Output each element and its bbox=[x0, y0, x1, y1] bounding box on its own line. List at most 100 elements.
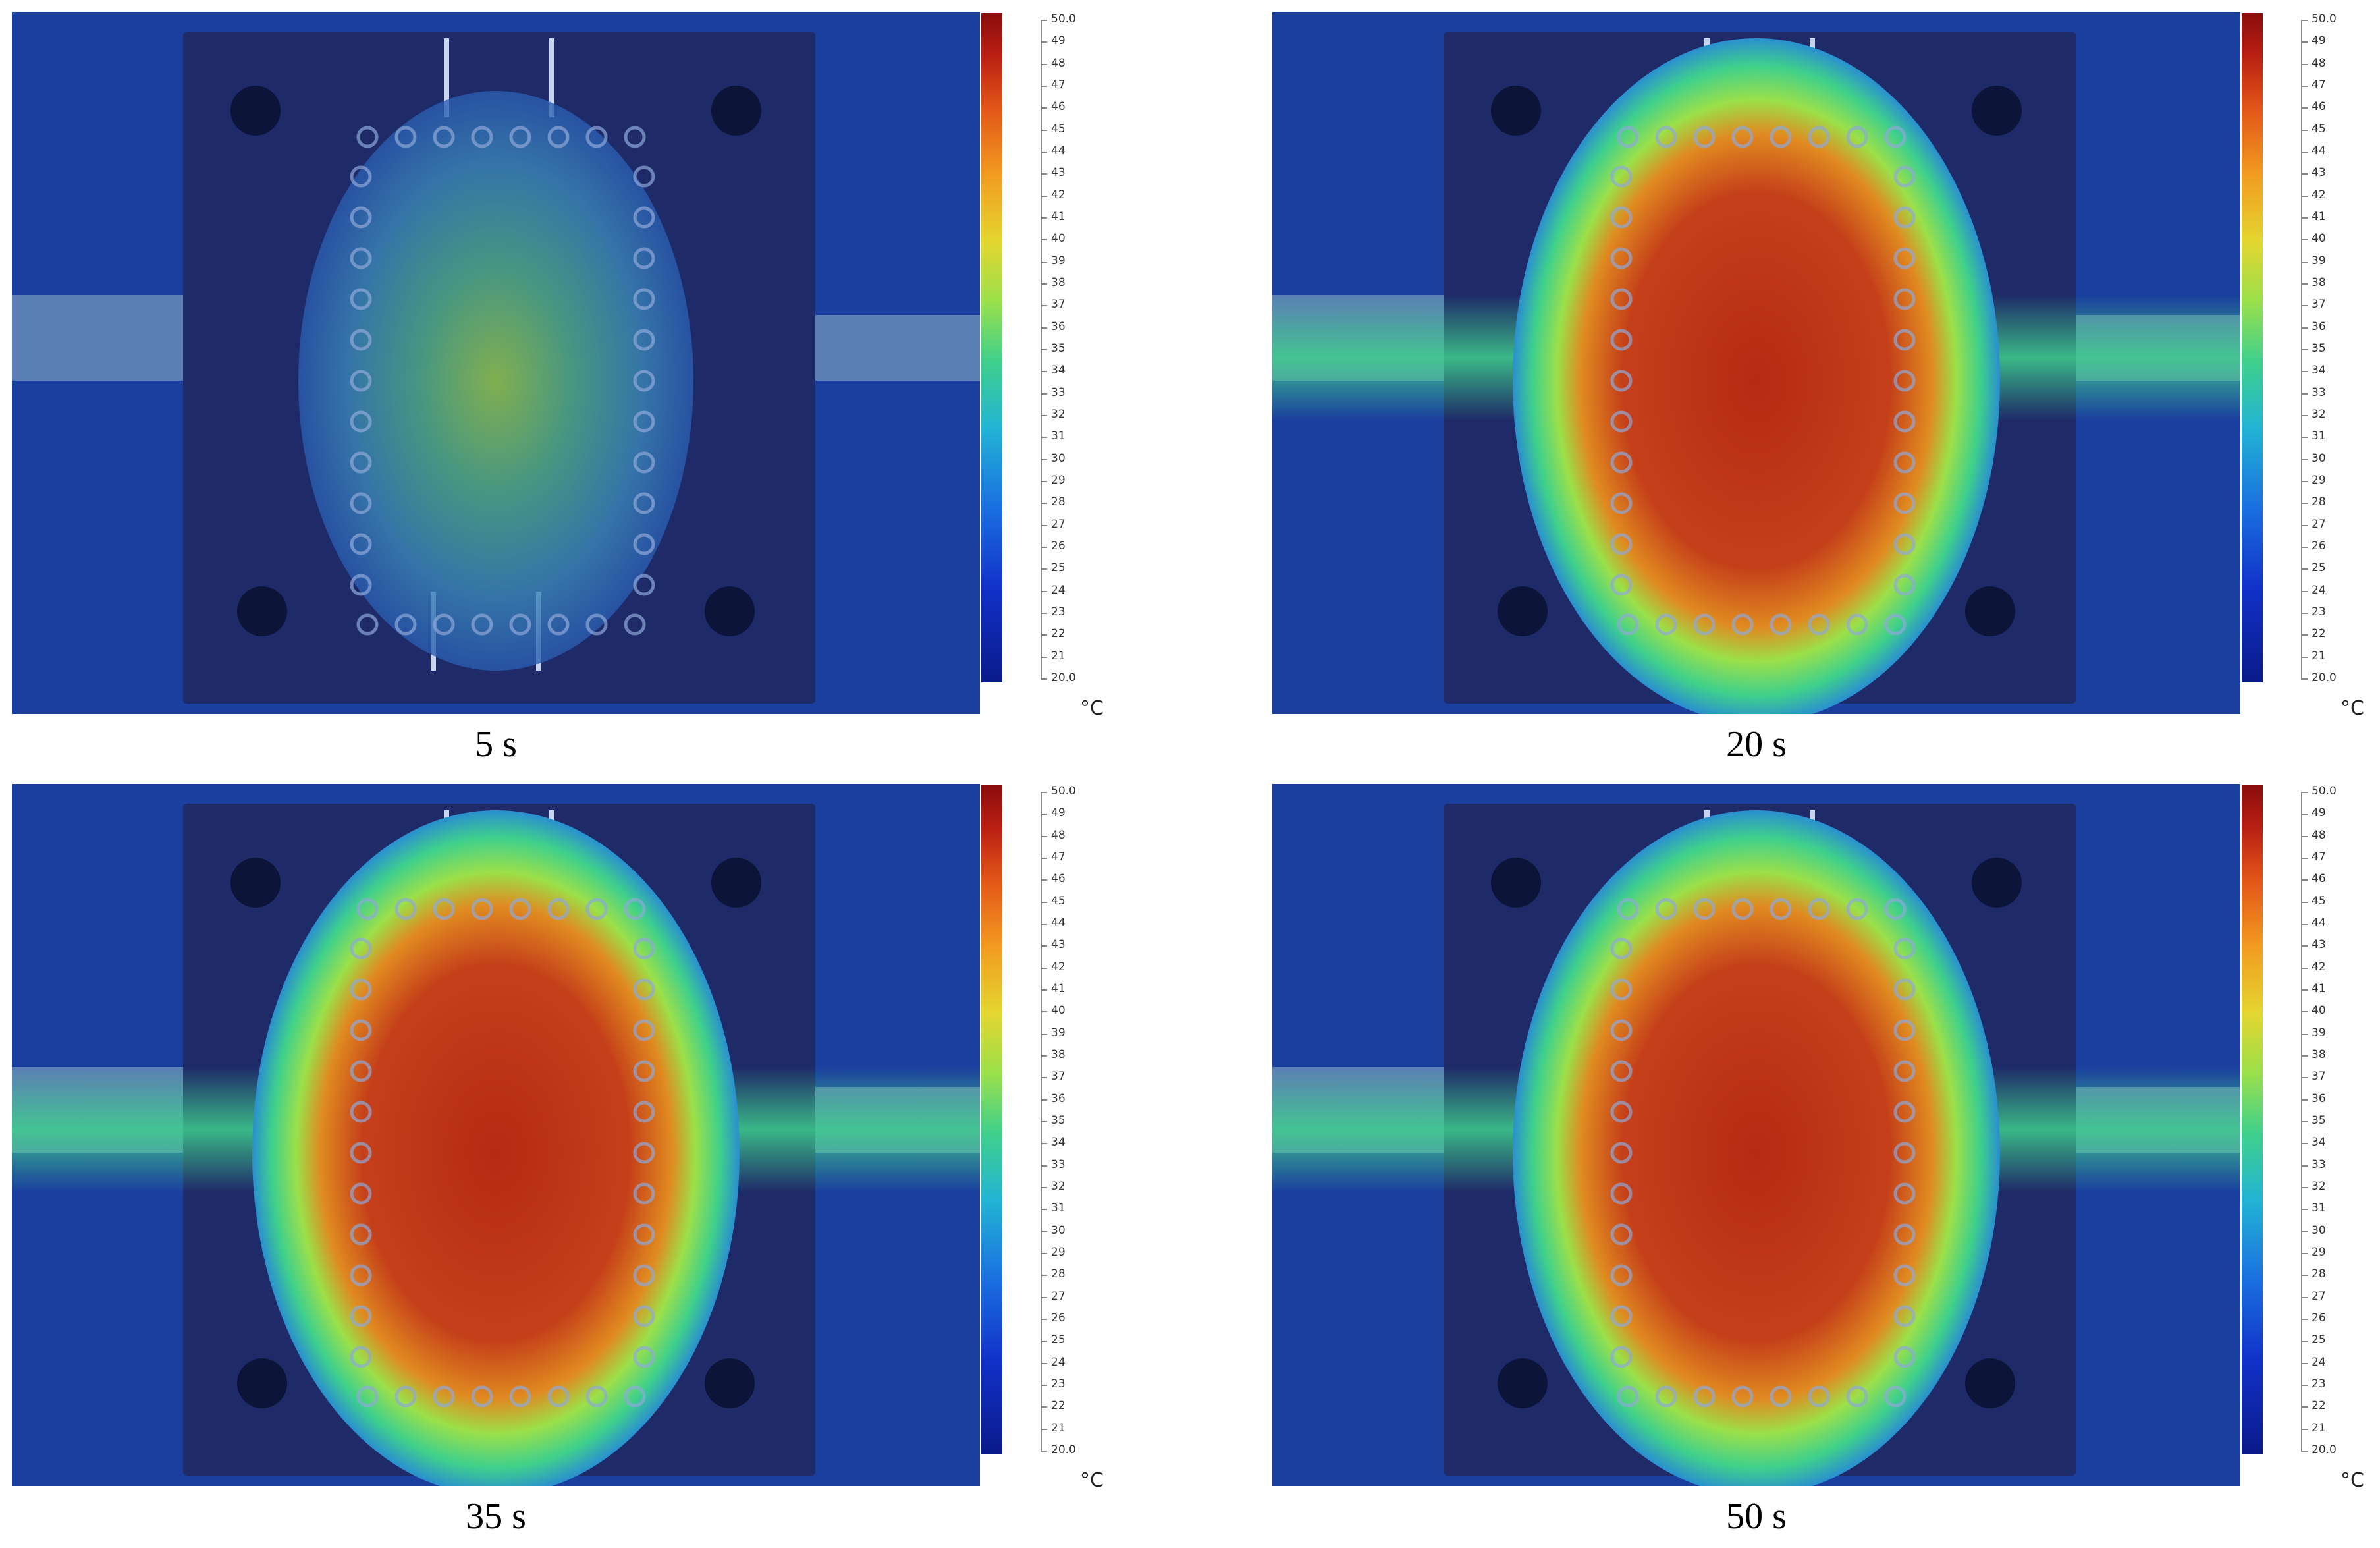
bolt bbox=[1893, 1019, 1916, 1041]
colorbar-tick bbox=[2301, 86, 2308, 87]
bolt bbox=[350, 370, 372, 392]
colorbar-tick-label: 32 bbox=[2312, 408, 2326, 421]
colorbar-tick bbox=[2301, 261, 2308, 263]
colorbar-tick bbox=[1041, 129, 1047, 131]
colorbar-tick bbox=[1041, 901, 1047, 903]
colorbar-tick bbox=[2301, 393, 2308, 395]
colorbar-tick-label: 22 bbox=[1051, 1399, 1066, 1413]
colorbar-tick-label: 31 bbox=[1051, 429, 1066, 443]
colorbar-tick bbox=[1041, 1209, 1047, 1211]
bolt bbox=[585, 1385, 608, 1408]
colorbar-tick-label: 28 bbox=[2312, 495, 2326, 509]
bolt bbox=[547, 898, 570, 920]
bolt bbox=[633, 1305, 655, 1327]
heated-zone bbox=[298, 91, 693, 671]
bolt bbox=[1610, 492, 1633, 514]
colorbar-tick-label: 48 bbox=[1051, 828, 1066, 842]
bolt bbox=[1893, 1223, 1916, 1246]
bolt bbox=[633, 206, 655, 229]
bolt bbox=[1731, 613, 1754, 636]
colorbar-tick-label: 40 bbox=[2312, 1004, 2326, 1018]
colorbar-tick-label: 34 bbox=[2312, 364, 2326, 377]
colorbar-tick bbox=[1041, 1406, 1047, 1408]
bolt bbox=[509, 1385, 531, 1408]
colorbar-tick-label: 43 bbox=[2312, 166, 2326, 180]
colorbar-tick bbox=[2301, 41, 2308, 43]
bolt bbox=[624, 126, 646, 148]
colorbar-tick bbox=[1041, 458, 1047, 460]
colorbar-tick-label: 33 bbox=[1051, 1157, 1066, 1171]
bolt bbox=[633, 937, 655, 960]
colorbar-tick bbox=[1041, 1055, 1047, 1057]
bolt bbox=[1893, 288, 1916, 310]
bolt bbox=[1893, 451, 1916, 474]
bolt bbox=[350, 288, 372, 310]
thermal-image bbox=[12, 12, 980, 714]
bolt bbox=[633, 1182, 655, 1205]
bolt bbox=[350, 1060, 372, 1082]
colorbar-tick-label: 20.0 bbox=[1051, 1443, 1076, 1456]
bolt bbox=[1884, 613, 1907, 636]
bolt bbox=[624, 1385, 646, 1408]
bolt bbox=[1893, 329, 1916, 351]
colorbar-tick bbox=[1041, 590, 1047, 592]
colorbar-tick bbox=[2301, 1362, 2308, 1364]
colorbar-tick-label: 44 bbox=[2312, 144, 2326, 157]
colorbar-tick-label: 30 bbox=[1051, 451, 1066, 465]
colorbar-tick-label: 47 bbox=[1051, 850, 1066, 864]
bolt bbox=[350, 1305, 372, 1327]
thermal-panel-50s: 50.0 49 48 47 46 45 44 43 42 41 40 39 38 37 36 35 34 33 32… bbox=[1272, 784, 2380, 1541]
colorbar-tick-label: 37 bbox=[1051, 298, 1066, 312]
mounting-hole bbox=[705, 1358, 755, 1408]
bolt bbox=[1731, 126, 1754, 148]
mounting-hole bbox=[1972, 86, 2022, 136]
colorbar-tick bbox=[1041, 858, 1047, 859]
colorbar-tick bbox=[1041, 1077, 1047, 1079]
colorbar-tick-label: 48 bbox=[2312, 828, 2326, 842]
colorbar-tick-label: 24 bbox=[1051, 583, 1066, 597]
colorbar-tick bbox=[1041, 305, 1047, 307]
colorbar bbox=[2242, 13, 2263, 682]
colorbar-tick-label: 50.0 bbox=[1051, 785, 1076, 798]
colorbar-tick-label: 23 bbox=[2312, 605, 2326, 619]
colorbar-tick bbox=[1041, 63, 1047, 65]
bolt bbox=[633, 165, 655, 188]
colorbar-tick-label: 40 bbox=[2312, 232, 2326, 246]
mounting-hole bbox=[1498, 586, 1548, 636]
colorbar-tick-label: 20.0 bbox=[1051, 671, 1076, 684]
bolt bbox=[471, 1385, 493, 1408]
bolt bbox=[633, 1142, 655, 1164]
bolt bbox=[394, 898, 417, 920]
colorbar-tick-label: 33 bbox=[2312, 1157, 2326, 1171]
bolt bbox=[1610, 206, 1633, 229]
colorbar-tick-label: 43 bbox=[1051, 166, 1066, 180]
colorbar-tick bbox=[2301, 792, 2308, 793]
thermal-image bbox=[12, 784, 980, 1486]
colorbar-tick-label: 43 bbox=[2312, 938, 2326, 952]
colorbar-tick bbox=[1041, 967, 1047, 969]
bolt bbox=[433, 898, 455, 920]
colorbar-tick bbox=[2301, 613, 2308, 614]
bolt bbox=[585, 898, 608, 920]
colorbar-tick-label: 27 bbox=[1051, 517, 1066, 531]
bolt bbox=[633, 1264, 655, 1286]
panel-caption: 35 s bbox=[466, 1496, 526, 1537]
colorbar-tick bbox=[2301, 524, 2308, 526]
bolt bbox=[471, 898, 493, 920]
bolt bbox=[471, 613, 493, 636]
colorbar-tick bbox=[2301, 634, 2308, 636]
bolt bbox=[1884, 126, 1907, 148]
bolt bbox=[1610, 1019, 1633, 1041]
colorbar-tick bbox=[2301, 129, 2308, 131]
colorbar-tick-label: 23 bbox=[1051, 605, 1066, 619]
colorbar-tick-label: 36 bbox=[1051, 1092, 1066, 1105]
bolt bbox=[509, 126, 531, 148]
colorbar-tick-label: 21 bbox=[2312, 649, 2326, 663]
colorbar-tick-label: 34 bbox=[1051, 1136, 1066, 1149]
colorbar-tick-label: 44 bbox=[2312, 916, 2326, 929]
colorbar-tick-label: 37 bbox=[2312, 298, 2326, 312]
colorbar-tick bbox=[2301, 152, 2308, 153]
colorbar-tick bbox=[2301, 835, 2308, 837]
bolt bbox=[624, 613, 646, 636]
bolt bbox=[1808, 898, 1830, 920]
